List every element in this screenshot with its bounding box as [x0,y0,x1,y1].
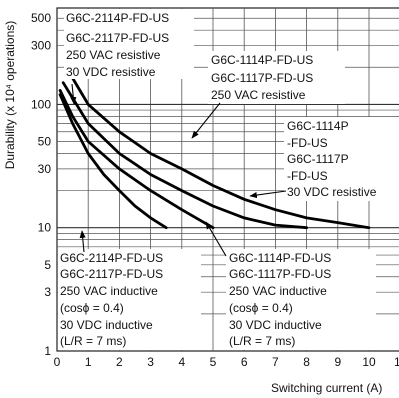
annotations: G6C-2114P-FD-US G6C-2117P-FD-US 250 VAC … [60,11,377,348]
annotation-line: G6C-1114P-FD-US [211,53,313,67]
y-tick-label: 1 [44,344,51,358]
x-tick-label: 3 [147,355,154,369]
x-tick-label: 5 [210,355,217,369]
x-tick-label: 10 [362,355,376,369]
y-tick-label: 30 [38,162,52,176]
annotation-line: G6C-2114P-FD-US [66,11,169,25]
annotation-mid-right: G6C-1114P -FD-US G6C-1117P -FD-US 30 VDC… [287,119,377,199]
annotation-line: (L/R = 7 ms) [60,334,126,348]
label-background [64,9,194,79]
label-background [58,249,201,350]
y-tick-label: 3 [44,285,51,299]
annotation-line: G6C-2117P-FD-US [66,31,169,45]
annotation-line: G6C-1114P [287,119,349,133]
annotation-line: G6C-2114P-FD-US [60,251,163,265]
leader-bottom-left [79,230,86,253]
annotation-line: G6C-1117P [287,152,349,166]
leader-top-left [70,83,77,105]
y-tick-label: 5 [44,258,51,272]
annotation-line: 250 VAC inductive [60,284,158,298]
tick-labels: 01234567891011135103050100300500 [31,11,399,369]
series-line-2 [58,89,215,230]
annotation-line: (cosϕ = 0.4) [60,301,124,315]
annotation-line: G6C-1114P-FD-US [229,251,331,265]
annotation-line: 250 VAC resistive [66,48,161,62]
y-tick-label: 500 [31,11,51,25]
annotation-top-right: G6C-1114P-FD-US G6C-1117P-FD-US 250 VAC … [211,53,313,102]
y-tick-label: 10 [38,221,52,235]
x-tick-label: 8 [303,355,310,369]
annotation-line: 250 VAC resistive [211,88,306,102]
annotation-line: 30 VDC inductive [60,318,153,332]
annotation-line: 30 VDC inductive [229,318,322,332]
annotation-bottom-left: G6C-2114P-FD-US G6C-2117P-FD-US 250 VAC … [60,251,163,348]
leader-top-right [191,102,221,139]
annotation-line: G6C-1117P-FD-US [229,267,331,281]
annotation-line: (L/R = 7 ms) [229,334,295,348]
x-tick-label: 0 [54,355,61,369]
annotation-bottom-right: G6C-1114P-FD-US G6C-1117P-FD-US 250 VAC … [229,251,331,348]
annotation-line: -FD-US [287,169,328,183]
leader-mid-right [249,190,287,199]
plot-frame [56,7,399,352]
x-tick-label: 9 [334,355,341,369]
label-background [284,117,399,201]
annotation-line: (cosϕ = 0.4) [229,301,293,315]
annotation-line: 30 VDC resistive [66,65,156,79]
y-tick-label: 100 [31,97,51,111]
annotation-line: G6C-2117P-FD-US [60,267,163,281]
axis-titles: Switching current (A) Durability (x 10⁴ … [3,21,382,395]
annotation-top-left: G6C-2114P-FD-US G6C-2117P-FD-US 250 VAC … [66,11,169,79]
label-background [208,51,345,104]
y-tick-label: 50 [38,135,52,149]
x-tick-label: 6 [241,355,248,369]
curves [58,71,371,230]
x-tick-label: 7 [272,355,279,369]
label-background [226,249,376,350]
leader-bottom-right [205,221,227,257]
series-line-4 [68,71,371,230]
annotation-line: -FD-US [287,136,328,150]
leader-arrows [70,83,287,257]
y-axis-label: Durability (x 10⁴ operations) [3,21,17,170]
x-tick-label: 4 [178,355,185,369]
y-tick-label: 300 [31,39,51,53]
x-tick-label: 2 [116,355,123,369]
x-tick-label: 1 [85,355,92,369]
annotation-line: 30 VDC resistive [287,185,377,199]
annotation-line: G6C-1117P-FD-US [211,71,313,85]
series-line-3 [61,81,308,230]
label-boxes [58,9,399,350]
annotation-line: 250 VAC inductive [229,284,327,298]
series-line-1 [58,93,168,230]
x-tick-label: 11 [394,355,399,369]
x-axis-label: Switching current (A) [271,381,382,395]
